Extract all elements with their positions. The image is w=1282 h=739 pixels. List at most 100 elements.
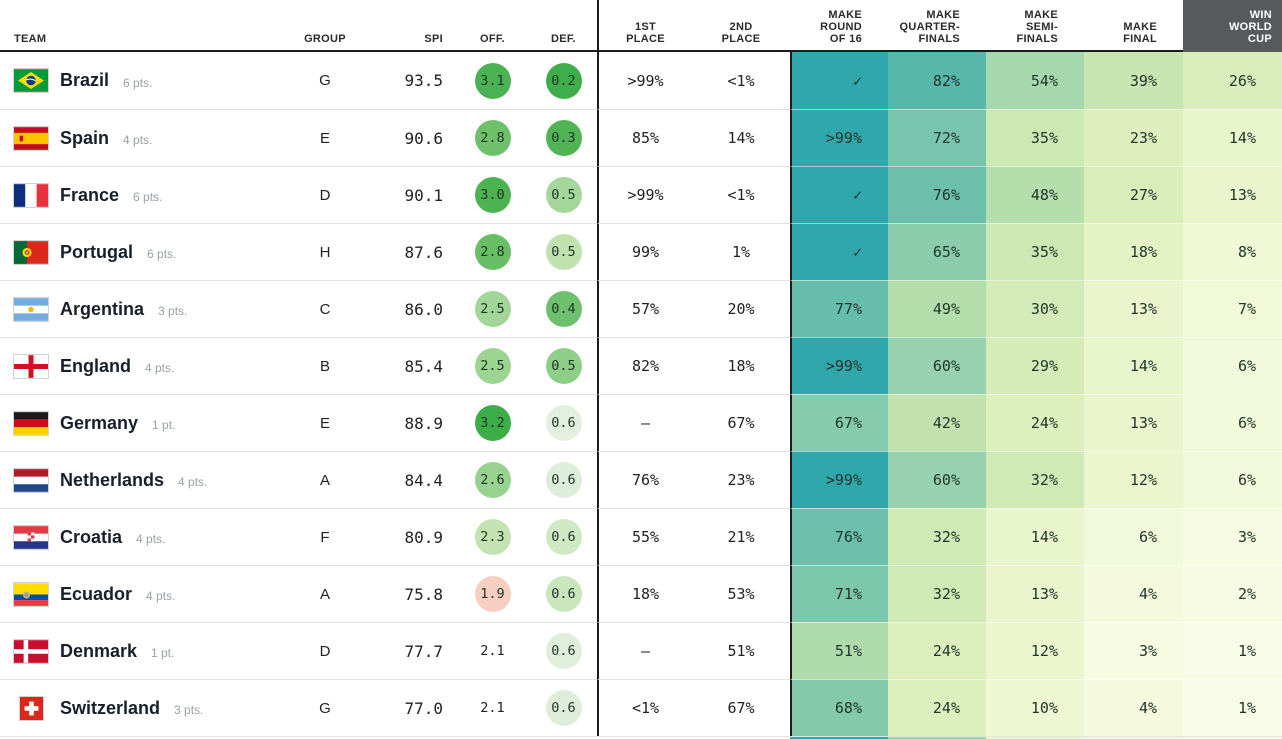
team-name[interactable]: Switzerland: [60, 697, 161, 718]
win-world-cup-header-line: WIN: [1249, 9, 1272, 21]
make-final-cell: 4%: [1084, 565, 1183, 622]
team-cell: Brazil 6 pts.: [0, 52, 295, 109]
make-quarterfinals-cell: 65%: [888, 223, 986, 280]
def-cell: 0.3: [530, 109, 597, 166]
partial-next-row-r16: [790, 736, 888, 739]
def-cell: 0.4: [530, 280, 597, 337]
croatia-flag-icon: [13, 524, 49, 550]
column-header-make-final[interactable]: MAKE FINAL: [1084, 0, 1183, 52]
column-header-team[interactable]: TEAM: [0, 0, 295, 52]
second-place-pct: 51%: [692, 622, 790, 679]
second-place-pct: <1%: [692, 166, 790, 223]
def-cell: 0.6: [530, 508, 597, 565]
win-world-cup-cell: 7%: [1183, 280, 1282, 337]
win-world-cup-cell: 6%: [1183, 394, 1282, 451]
first-place-pct: –: [597, 394, 692, 451]
ecuador-flag-icon: [13, 581, 49, 607]
column-header-group[interactable]: GROUP: [295, 0, 355, 52]
off-rating-badge: 3.0: [474, 177, 511, 213]
off-rating-badge: 1.9: [474, 576, 511, 612]
group-value: E: [295, 394, 355, 451]
off-cell: 3.1: [455, 52, 530, 109]
team-cell: Netherlands 4 pts.: [0, 451, 295, 508]
make-quarterfinals-cell: 82%: [888, 52, 986, 109]
team-name[interactable]: Spain: [60, 127, 110, 148]
def-rating-badge: 0.4: [545, 291, 582, 327]
team-name[interactable]: Portugal: [60, 241, 134, 262]
win-world-cup-cell: 14%: [1183, 109, 1282, 166]
make-quarterfinals-cell: 42%: [888, 394, 986, 451]
off-cell: 2.6: [455, 451, 530, 508]
team-name[interactable]: Ecuador: [60, 583, 133, 604]
make-quarterfinals-cell: 76%: [888, 166, 986, 223]
second-place-pct: 14%: [692, 109, 790, 166]
france-flag-icon: [13, 182, 49, 208]
first-place-pct: 57%: [597, 280, 692, 337]
semifinals-header-line: SEMI-: [1025, 21, 1058, 33]
make-round-of-16-cell: >99%: [790, 451, 888, 508]
off-cell: 2.3: [455, 508, 530, 565]
make-semifinals-cell: 30%: [986, 280, 1084, 337]
group-value: D: [295, 166, 355, 223]
column-header-make-round-of-16[interactable]: MAKE ROUND OF 16: [790, 0, 888, 52]
spi-value: 85.4: [355, 337, 455, 394]
column-header-make-quarterfinals[interactable]: MAKE QUARTER- FINALS: [888, 0, 986, 52]
team-cell: France 6 pts.: [0, 166, 295, 223]
semifinals-header-line: MAKE: [1024, 9, 1058, 21]
second-place-pct: 20%: [692, 280, 790, 337]
table-row: Croatia 4 pts. F 80.9 2.3 0.6 55% 21% 76…: [0, 508, 1282, 565]
team-points: 6 pts.: [133, 190, 163, 204]
win-world-cup-cell: 6%: [1183, 451, 1282, 508]
team-name[interactable]: France: [60, 184, 120, 205]
column-header-def[interactable]: DEF.: [530, 0, 597, 52]
first-place-header-line: PLACE: [626, 33, 665, 45]
team-name[interactable]: Brazil: [60, 70, 110, 90]
table-row: Argentina 3 pts. C 86.0 2.5 0.4 57% 20% …: [0, 280, 1282, 337]
second-place-pct: 67%: [692, 679, 790, 736]
make-round-of-16-cell: ✓: [790, 166, 888, 223]
column-header-spi[interactable]: SPI: [355, 0, 455, 52]
team-name[interactable]: Denmark: [60, 640, 138, 661]
team-name[interactable]: Croatia: [60, 526, 123, 547]
team-name[interactable]: Netherlands: [60, 469, 165, 490]
first-place-pct: 85%: [597, 109, 692, 166]
team-cell: Denmark 1 pt.: [0, 622, 295, 679]
off-cell: 3.2: [455, 394, 530, 451]
team-name[interactable]: Argentina: [60, 298, 145, 319]
def-cell: 0.5: [530, 337, 597, 394]
spi-value: 75.8: [355, 565, 455, 622]
table-row: Germany 1 pt. E 88.9 3.2 0.6 – 67% 67% 4…: [0, 394, 1282, 451]
column-header-first-place[interactable]: 1ST PLACE: [597, 0, 692, 52]
make-round-of-16-cell: >99%: [790, 109, 888, 166]
off-cell: 2.1: [455, 622, 530, 679]
def-cell: 0.5: [530, 223, 597, 280]
def-rating-badge: 0.6: [545, 405, 582, 441]
make-round-of-16-cell: 68%: [790, 679, 888, 736]
column-header-make-semifinals[interactable]: MAKE SEMI- FINALS: [986, 0, 1084, 52]
make-round-of-16-cell: 76%: [790, 508, 888, 565]
second-place-pct: 53%: [692, 565, 790, 622]
off-rating-badge: 2.1: [480, 700, 505, 716]
group-value: F: [295, 508, 355, 565]
spi-value: 93.5: [404, 71, 443, 90]
off-rating-badge: 3.2: [474, 405, 511, 441]
round16-header-line: MAKE: [828, 9, 862, 21]
column-header-win-world-cup[interactable]: WIN WORLD CUP: [1183, 0, 1282, 52]
column-header-off[interactable]: OFF.: [455, 0, 530, 52]
off-rating-badge: 2.8: [474, 234, 511, 270]
table-row: France 6 pts. D 90.1 3.0 0.5 >99% <1% ✓ …: [0, 166, 1282, 223]
group-value: A: [295, 451, 355, 508]
second-place-header-line: 2ND: [729, 21, 753, 33]
team-name[interactable]: Germany: [60, 412, 139, 433]
def-rating-badge: 0.2: [545, 62, 582, 99]
first-place-pct: >99%: [597, 166, 692, 223]
group-value: G: [295, 679, 355, 736]
team-name[interactable]: England: [60, 355, 131, 376]
def-cell: 0.6: [530, 394, 597, 451]
make-quarterfinals-cell: 49%: [888, 280, 986, 337]
win-world-cup-cell: 6%: [1183, 337, 1282, 394]
column-header-second-place[interactable]: 2ND PLACE: [692, 0, 790, 52]
spi-header-label: SPI: [424, 33, 443, 45]
make-quarterfinals-cell: 72%: [888, 109, 986, 166]
